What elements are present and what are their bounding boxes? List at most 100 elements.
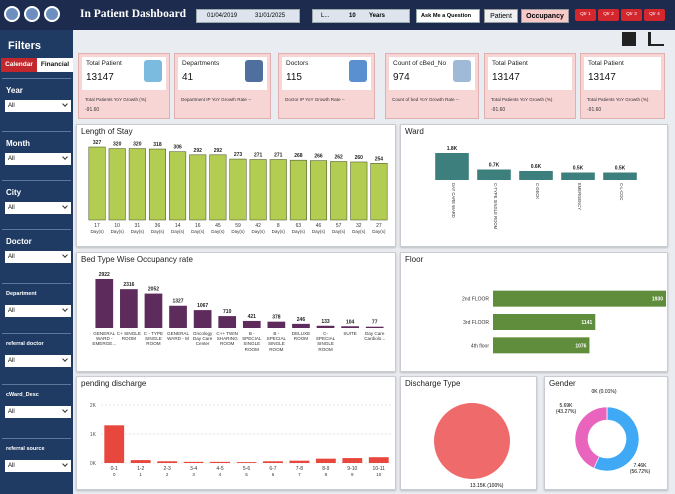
category-label: 4-5 <box>216 466 223 472</box>
slice-label: 13.15K (100%) <box>470 483 504 489</box>
kpi-card: Count of cBed_No 974 Count of bed YoY Grow… <box>385 53 479 119</box>
filter-dropdown[interactable]: All <box>5 100 71 112</box>
category-label: 45 <box>215 223 221 229</box>
period-count: 10 <box>349 13 356 19</box>
value-label: 260 <box>355 155 364 161</box>
sidebar-tab[interactable]: Financial <box>37 58 73 72</box>
value-label: 710 <box>223 309 232 315</box>
chart-panel: 1.8K DAY CARE WARD 0.7K C-TYPE SINGLE ROOM 0… <box>400 124 668 247</box>
value-label: 320 <box>133 142 142 148</box>
filter-dropdown[interactable]: All <box>5 355 71 367</box>
category-sublabel: 3 <box>192 472 195 477</box>
grid-view-icon[interactable] <box>622 32 636 46</box>
chevron <box>62 101 68 107</box>
filter-divider <box>2 438 71 439</box>
date-from: 01/04/2019 <box>207 13 238 19</box>
bar <box>209 154 227 221</box>
category-sublabel: 7 <box>298 472 301 477</box>
bar <box>310 160 328 221</box>
filter-label: Doctor <box>6 237 32 246</box>
filter-label: cWard_Desc <box>6 392 39 398</box>
filter-dropdown[interactable]: All <box>5 406 71 418</box>
quarter-button[interactable]: Qtr 3 <box>621 9 642 21</box>
bar <box>603 172 637 180</box>
filter-divider <box>2 180 71 181</box>
filter-divider <box>2 333 71 334</box>
kpi-sub-value: -91.60 <box>587 107 602 113</box>
value-label: 2052 <box>148 287 159 293</box>
value-label: 1067 <box>197 303 208 309</box>
quarter-button[interactable]: Qtr 2 <box>598 9 619 21</box>
kpi-title: Count of cBed_No <box>393 60 447 67</box>
value-label: 1327 <box>172 299 183 305</box>
chart-title: Length of Stay <box>81 127 133 136</box>
category-label: 32 <box>356 223 362 229</box>
quarter-button[interactable]: Qtr 4 <box>644 9 665 21</box>
filter-icon[interactable] <box>24 6 40 22</box>
chevron <box>62 203 68 209</box>
ask-button[interactable]: Ask Me a Question <box>416 9 480 23</box>
filter-dropdown[interactable]: All <box>5 251 71 263</box>
tab-button[interactable]: Occupancy <box>521 9 569 23</box>
chevron <box>62 306 68 312</box>
bar <box>169 305 187 328</box>
period-select[interactable]: L... 10 Years <box>312 9 410 23</box>
filter-divider <box>2 131 71 132</box>
filter-dropdown[interactable]: All <box>5 460 71 472</box>
filter-dropdown[interactable]: All <box>5 153 71 165</box>
tab-button[interactable]: Patient <box>484 9 518 23</box>
value-label: 1141 <box>581 320 592 326</box>
category-sublabel: 1 <box>139 472 142 477</box>
category-label: 2-3 <box>164 466 171 472</box>
filter-divider <box>2 229 71 230</box>
bar <box>289 460 310 463</box>
category-sublabel: Day(s) <box>90 229 104 234</box>
filter-label: City <box>6 188 22 197</box>
category-label: 36 <box>155 223 161 229</box>
category-label: EMERGENCY <box>577 183 582 210</box>
quarter-button[interactable]: Qtr 1 <box>575 9 596 21</box>
kpi-card: Total Patient 13147 Total Patients YoY Gro… <box>580 53 665 119</box>
kpi-value: 974 <box>393 72 410 83</box>
kpi-icon <box>349 60 367 82</box>
bar <box>229 158 247 221</box>
period-unit: L... <box>321 13 330 19</box>
chart-panel: Discharge Type 13.15K (100%) <box>400 376 537 490</box>
value-label: 1.8K <box>447 146 458 152</box>
category-label: 1-2 <box>137 466 144 472</box>
chart-title: Discharge Type <box>405 379 461 388</box>
home-icon[interactable] <box>4 6 20 22</box>
category-label: B - SPECIAL SINGLE ROOM <box>242 331 262 352</box>
period-label: Years <box>369 13 386 19</box>
date-range[interactable]: 01/04/2019 31/01/2025 <box>196 9 300 23</box>
chart-title: Bed Type Wise Occupancy rate <box>81 255 193 264</box>
bar <box>477 169 511 180</box>
category-sublabel: Day(s) <box>372 229 386 234</box>
kpi-sub: Doctor IP YoY Growth Rate -- <box>285 97 345 102</box>
value-label: 2316 <box>123 282 134 288</box>
bar <box>370 163 388 221</box>
kpi-card: Total Patient 13147 Total Patients YoY Gro… <box>484 53 576 119</box>
chart-view-icon[interactable] <box>648 32 664 46</box>
bar <box>316 325 335 328</box>
filters-title: Filters <box>8 40 42 52</box>
date-to: 31/01/2025 <box>255 13 286 19</box>
value-label: 271 <box>254 153 263 159</box>
filter-dropdown[interactable]: All <box>5 305 71 317</box>
bar <box>368 457 389 463</box>
bar <box>435 153 469 180</box>
bar <box>493 290 666 307</box>
back-icon[interactable] <box>44 6 60 22</box>
kpi-card: Total Patient 13147 Total Patients YoY Gro… <box>78 53 170 119</box>
filter-label: Department <box>6 291 37 297</box>
filter-dropdown[interactable]: All <box>5 202 71 214</box>
sidebar-tab[interactable]: Calendar <box>1 58 37 72</box>
bar <box>519 171 553 180</box>
chart-panel: 1930 2nd FLOOR 1141 3rd FLOOR 1076 4th floor F… <box>400 252 668 372</box>
kpi-value: 13147 <box>588 72 616 83</box>
dashboard-title: In Patient Dashboard <box>80 8 187 20</box>
category-sublabel: Day(s) <box>231 229 245 234</box>
chart: 32717Day(s)32010Day(s)32031Day(s)31836Da… <box>88 140 388 234</box>
value-label: 327 <box>93 140 102 146</box>
bar <box>267 321 286 328</box>
